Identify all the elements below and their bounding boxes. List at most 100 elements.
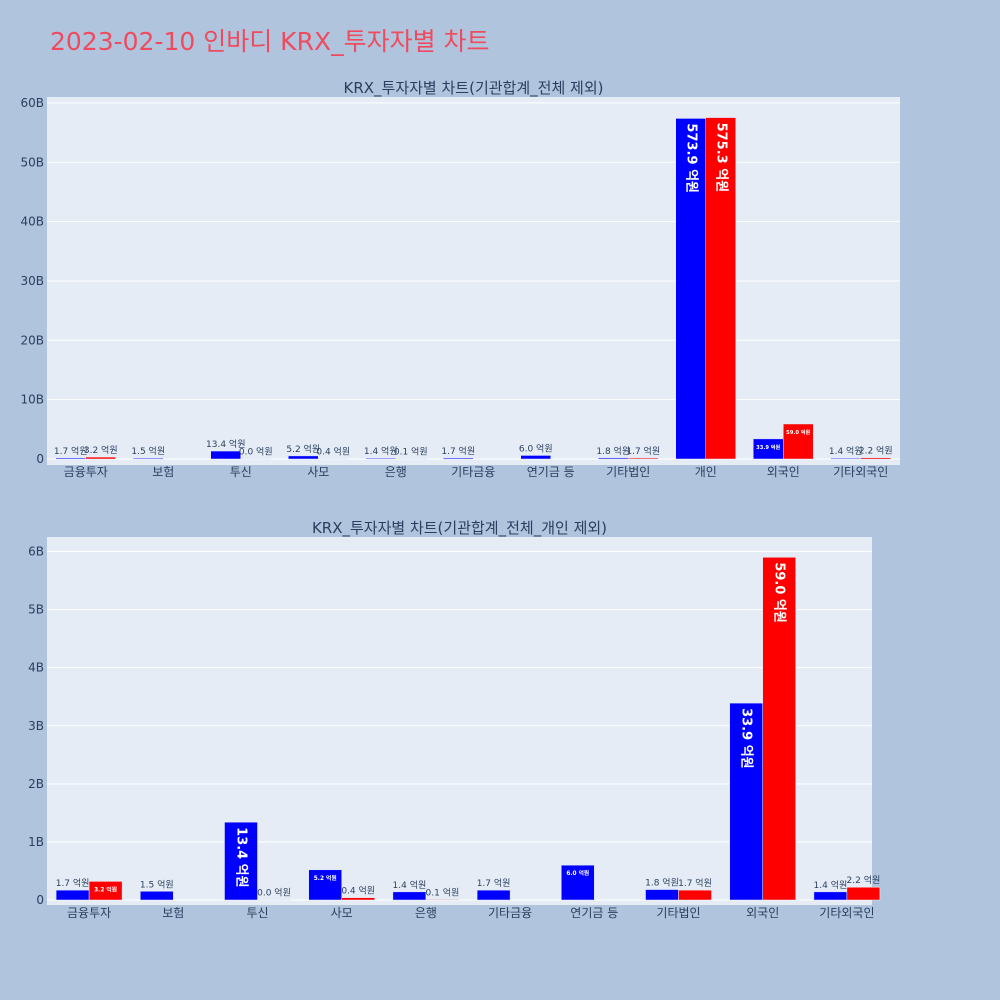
bar (520, 455, 551, 460)
bar-value-label: 1.4 억원 (364, 445, 398, 457)
x-tick-label: 기타금융 (488, 906, 532, 920)
y-tick-label: 6B (28, 545, 44, 559)
bar (813, 891, 848, 901)
x-tick-label: 금융투자 (64, 465, 108, 479)
bar-value-label: 33.9 억원 (756, 443, 780, 451)
bar-value-label: 1.8 억원 (645, 877, 679, 889)
bar (645, 889, 679, 901)
y-tick-label: 20B (20, 333, 44, 347)
bar-value-label: 1.4 억원 (829, 445, 863, 457)
bar (341, 897, 375, 901)
x-tick-label: 연기금 등 (570, 906, 618, 920)
x-tick-label: 보험 (152, 465, 174, 479)
bar-value-label: 0.4 억원 (316, 446, 350, 458)
bar-value-label: 33.9 억원 (739, 708, 754, 769)
bar (257, 899, 291, 901)
bar (678, 889, 712, 901)
bar (392, 891, 427, 901)
bar (85, 456, 116, 460)
bar-value-label: 2.2 억원 (859, 445, 893, 457)
bar (395, 458, 426, 460)
bar (762, 557, 796, 901)
bar-value-label: 5.2 억원 (314, 874, 337, 882)
x-tick-label: 기타외국인 (833, 465, 888, 479)
x-tick-label: 사모 (331, 906, 353, 920)
y-tick-label: 3B (28, 719, 44, 733)
x-tick-label: 기타법인 (606, 465, 650, 479)
bar (729, 702, 763, 901)
bar (425, 899, 460, 901)
bar-value-label: 13.4 억원 (206, 438, 245, 450)
chart-title: KRX_투자자별 차트(기관합계_전체 제외) (344, 79, 604, 98)
bar-value-label: 0.0 억원 (239, 446, 273, 458)
y-tick-label: 30B (20, 274, 44, 288)
x-tick-label: 은행 (415, 905, 437, 920)
x-tick-label: 투신 (246, 906, 268, 920)
x-tick-label: 외국인 (767, 465, 800, 479)
bar-value-label: 1.5 억원 (131, 445, 165, 457)
bar (561, 864, 595, 901)
x-tick-label: 은행 (385, 464, 407, 479)
x-tick-label: 기타법인 (656, 906, 700, 920)
bar (365, 457, 396, 460)
y-tick-label: 0 (36, 893, 44, 907)
y-tick-label: 0 (36, 452, 44, 466)
bar (783, 423, 814, 460)
bar (240, 458, 271, 460)
x-tick-label: 투신 (230, 465, 252, 479)
y-tick-label: 60B (20, 96, 44, 110)
bar (55, 457, 86, 460)
bar-value-label: 5.2 억원 (286, 443, 320, 455)
x-tick-label: 기타금융 (451, 465, 495, 479)
bar (846, 886, 881, 901)
bar-value-label: 575.3 억원 (713, 123, 728, 193)
bar-value-label: 3.2 억원 (94, 885, 117, 893)
bar-value-label: 2.2 억원 (847, 874, 881, 886)
bar (133, 457, 164, 460)
y-tick-label: 2B (28, 777, 44, 791)
x-tick-label: 외국인 (746, 906, 779, 920)
bar-value-label: 1.7 억원 (626, 445, 660, 457)
bar-value-label: 0.0 억원 (257, 887, 291, 899)
bar-value-label: 1.7 억원 (477, 877, 511, 889)
investor-chart-excl-individual: KRX_투자자별 차트(기관합계_전체_개인 제외) 0 1B 2B 3B 4B 5B 6B 금… (28, 519, 881, 920)
bar (705, 117, 736, 460)
bar (830, 457, 861, 460)
x-tick-label: 사모 (307, 465, 329, 479)
bar-value-label: 13.4 억원 (234, 827, 249, 887)
bar (88, 881, 123, 901)
bar (860, 457, 891, 460)
bar (443, 457, 474, 460)
y-tick-label: 10B (20, 393, 44, 407)
y-tick-label: 1B (28, 835, 44, 849)
investor-chart-all: KRX_투자자별 차트(기관합계_전체 제외) 0 10B 20B 30B 40B 50B 6… (20, 79, 900, 479)
x-tick-label: 개인 (695, 465, 717, 479)
bar-value-label: 0.1 억원 (426, 886, 460, 898)
bar (598, 457, 629, 460)
bar-value-label: 59.0 억원 (772, 562, 787, 623)
bar-value-label: 1.8 억원 (596, 445, 630, 457)
bar-value-label: 6.0 억원 (566, 869, 589, 877)
y-tick-label: 4B (28, 661, 44, 675)
bar-value-label: 1.7 억원 (56, 877, 90, 889)
bar-value-label: 6.0 억원 (519, 442, 553, 454)
page-title: 2023-02-10 인바디 KRX_투자자별 차트 (50, 27, 490, 56)
bar-value-label: 1.4 억원 (814, 879, 848, 891)
bar (288, 455, 319, 460)
y-tick-label: 5B (28, 603, 44, 617)
bar-value-label: 1.4 억원 (393, 879, 427, 891)
bar-value-label: 0.4 억원 (341, 885, 375, 897)
bar-value-label: 1.7 억원 (678, 877, 712, 889)
bar (308, 869, 342, 901)
bar-value-label: 0.1 억원 (394, 446, 428, 458)
bar-value-label: 1.5 억원 (140, 878, 174, 890)
bar (675, 118, 706, 460)
bar (628, 457, 659, 460)
x-tick-label: 기타외국인 (819, 906, 874, 920)
bar-value-label: 59.0 억원 (786, 428, 810, 436)
bar (476, 889, 511, 901)
x-tick-label: 연기금 등 (527, 465, 575, 479)
chart-title: KRX_투자자별 차트(기관합계_전체_개인 제외) (312, 519, 607, 538)
bar (318, 458, 349, 460)
x-tick-label: 보험 (162, 906, 184, 920)
